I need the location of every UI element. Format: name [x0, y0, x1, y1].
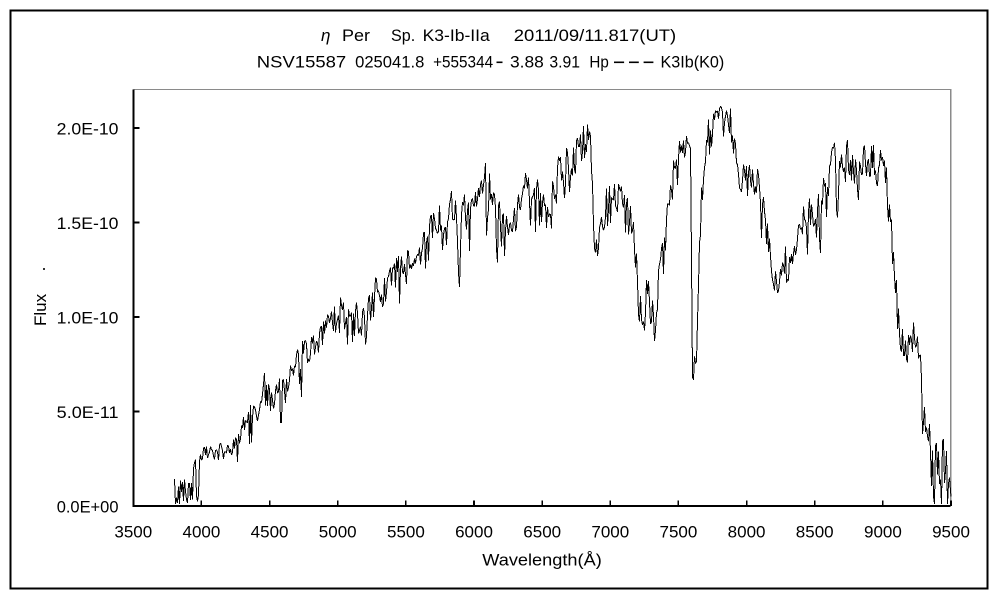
svg-text:8500: 8500	[796, 523, 834, 542]
svg-text:6500: 6500	[523, 523, 561, 542]
svg-text:Sp.: Sp.	[391, 26, 415, 45]
svg-text:3.91: 3.91	[549, 53, 580, 72]
svg-text:4500: 4500	[251, 523, 289, 542]
svg-text:Hp: Hp	[589, 53, 608, 72]
svg-text:Wavelength(Å): Wavelength(Å)	[482, 551, 602, 570]
svg-text:Flux: Flux	[31, 293, 50, 326]
svg-text:Per: Per	[342, 26, 370, 45]
svg-text:0.0E+00: 0.0E+00	[57, 498, 119, 517]
svg-text:2011/09/11.817(UT): 2011/09/11.817(UT)	[514, 26, 676, 45]
svg-text:4000: 4000	[182, 523, 220, 542]
svg-text:3.88: 3.88	[510, 53, 544, 72]
svg-text:2.0E-10: 2.0E-10	[57, 120, 119, 139]
svg-text:8000: 8000	[728, 523, 766, 542]
svg-text:9000: 9000	[864, 523, 902, 542]
svg-text:1.0E-10: 1.0E-10	[57, 309, 119, 328]
svg-text:5.0E-11: 5.0E-11	[57, 403, 119, 422]
svg-text:7500: 7500	[659, 523, 697, 542]
svg-text:6000: 6000	[455, 523, 493, 542]
svg-text:5000: 5000	[319, 523, 357, 542]
svg-text:1.5E-10: 1.5E-10	[57, 214, 119, 233]
svg-text:3500: 3500	[114, 523, 152, 542]
svg-text:K3Ib(K0): K3Ib(K0)	[661, 53, 725, 72]
svg-text:5500: 5500	[387, 523, 425, 542]
svg-text:+555344: +555344	[433, 53, 493, 72]
svg-text:7000: 7000	[591, 523, 629, 542]
svg-text:K3-Ib-IIa: K3-Ib-IIa	[423, 26, 491, 45]
svg-text:025041.8: 025041.8	[355, 53, 424, 72]
svg-text:9500: 9500	[932, 523, 970, 542]
svg-text:NSV15587: NSV15587	[257, 53, 346, 72]
svg-text:η: η	[321, 26, 330, 45]
